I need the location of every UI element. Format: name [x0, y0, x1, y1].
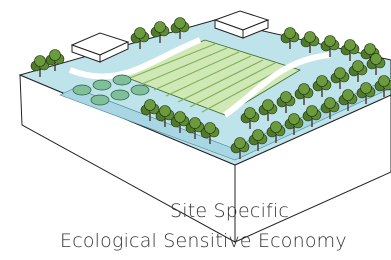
caption-line: Site Specific — [170, 200, 289, 222]
illustration: Site Specific Ecological Sensitive Econo… — [0, 0, 391, 260]
caption-line: Ecological Sensitive Economy — [60, 230, 347, 252]
